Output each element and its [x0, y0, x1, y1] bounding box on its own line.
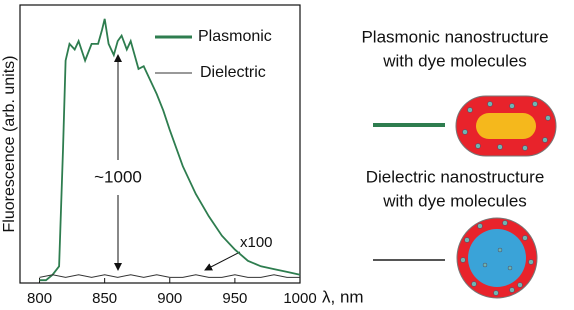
- annotation: ~1000: [94, 167, 142, 186]
- arrow: [205, 252, 240, 270]
- diagram-label: with dye molecules: [382, 51, 527, 70]
- series-line: [40, 275, 301, 278]
- y-axis-label: Fluorescence (arb. units): [1, 56, 18, 233]
- legend-label: Plasmonic: [198, 28, 272, 45]
- x-tick-label: 800: [27, 290, 52, 307]
- x-tick-label: 1000: [283, 290, 316, 307]
- x-axis-label: λ, nm: [322, 287, 364, 306]
- annotation: x100: [240, 234, 273, 251]
- dielectric-core: [468, 229, 526, 287]
- x-tick-label: 850: [92, 290, 117, 307]
- legend-label: Dielectric: [200, 64, 266, 81]
- x-tick-label: 900: [157, 290, 182, 307]
- plasmonic-core: [476, 113, 536, 139]
- diagram-label: with dye molecules: [382, 191, 527, 210]
- diagram-label: Plasmonic nanostructure: [361, 27, 548, 46]
- figure: Fluorescence (arb. units) λ, nm ~1000 x1…: [0, 0, 574, 310]
- x-tick-label: 950: [222, 290, 247, 307]
- diagram-label: Dielectric nanostructure: [366, 167, 545, 186]
